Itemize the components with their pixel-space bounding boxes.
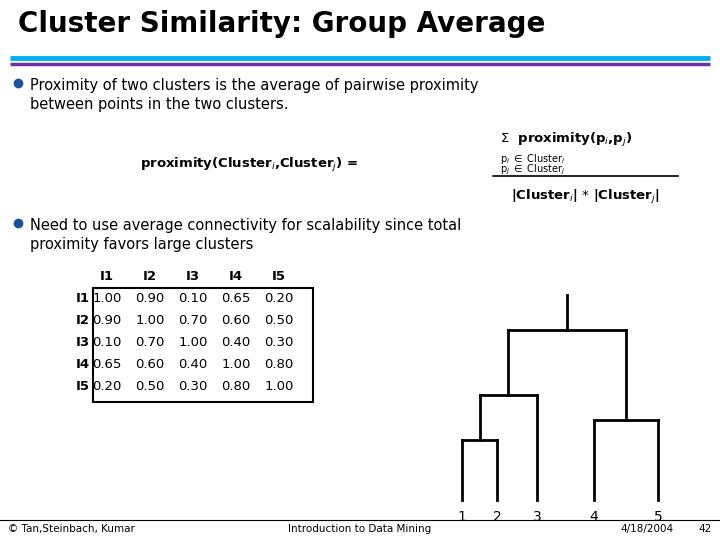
Text: I1: I1 bbox=[100, 270, 114, 283]
Text: 2: 2 bbox=[492, 510, 501, 524]
Text: |Cluster$_i$| $*$ |Cluster$_j$|: |Cluster$_i$| $*$ |Cluster$_j$| bbox=[510, 188, 660, 206]
Text: p$_i$ $\in$ Cluster$_i$: p$_i$ $\in$ Cluster$_i$ bbox=[500, 152, 565, 166]
Text: 0.20: 0.20 bbox=[264, 292, 294, 305]
Text: 0.40: 0.40 bbox=[221, 336, 251, 349]
Text: 0.65: 0.65 bbox=[92, 358, 122, 371]
Text: 1: 1 bbox=[458, 510, 467, 524]
Text: I4: I4 bbox=[76, 358, 90, 371]
Text: Cluster Similarity: Group Average: Cluster Similarity: Group Average bbox=[18, 10, 545, 38]
Text: 0.30: 0.30 bbox=[264, 336, 294, 349]
Text: 5: 5 bbox=[654, 510, 662, 524]
Text: 0.70: 0.70 bbox=[135, 336, 165, 349]
Text: © Tan,Steinbach, Kumar: © Tan,Steinbach, Kumar bbox=[8, 524, 135, 534]
Text: 0.10: 0.10 bbox=[92, 336, 122, 349]
Text: 0.60: 0.60 bbox=[221, 314, 251, 327]
Text: 1.00: 1.00 bbox=[179, 336, 207, 349]
Text: 1.00: 1.00 bbox=[135, 314, 165, 327]
Text: 0.80: 0.80 bbox=[264, 358, 294, 371]
Text: 0.60: 0.60 bbox=[135, 358, 165, 371]
Text: 0.80: 0.80 bbox=[221, 380, 251, 393]
Text: I3: I3 bbox=[76, 336, 90, 349]
Text: 1.00: 1.00 bbox=[221, 358, 251, 371]
Text: between points in the two clusters.: between points in the two clusters. bbox=[30, 97, 289, 112]
Text: 4/18/2004: 4/18/2004 bbox=[620, 524, 673, 534]
Text: 0.90: 0.90 bbox=[135, 292, 165, 305]
Text: 1.00: 1.00 bbox=[264, 380, 294, 393]
Text: I4: I4 bbox=[229, 270, 243, 283]
Text: 0.90: 0.90 bbox=[92, 314, 122, 327]
Text: 4: 4 bbox=[590, 510, 598, 524]
Text: 0.65: 0.65 bbox=[221, 292, 251, 305]
Text: Proximity of two clusters is the average of pairwise proximity: Proximity of two clusters is the average… bbox=[30, 78, 479, 93]
Text: Need to use average connectivity for scalability since total: Need to use average connectivity for sca… bbox=[30, 218, 462, 233]
Text: I5: I5 bbox=[272, 270, 286, 283]
Text: I1: I1 bbox=[76, 292, 90, 305]
Text: I3: I3 bbox=[186, 270, 200, 283]
Text: I5: I5 bbox=[76, 380, 90, 393]
Text: 0.30: 0.30 bbox=[179, 380, 207, 393]
Text: 0.40: 0.40 bbox=[179, 358, 207, 371]
Text: 42: 42 bbox=[698, 524, 712, 534]
Text: 0.50: 0.50 bbox=[135, 380, 165, 393]
Text: I2: I2 bbox=[143, 270, 157, 283]
Text: p$_j$ $\in$ Cluster$_j$: p$_j$ $\in$ Cluster$_j$ bbox=[500, 163, 566, 178]
Text: proximity favors large clusters: proximity favors large clusters bbox=[30, 237, 253, 252]
Text: $\Sigma$  proximity(p$_i$,p$_j$): $\Sigma$ proximity(p$_i$,p$_j$) bbox=[500, 131, 632, 149]
Bar bbox=[93, 288, 313, 402]
Text: I2: I2 bbox=[76, 314, 90, 327]
Text: 1.00: 1.00 bbox=[92, 292, 122, 305]
Text: 0.20: 0.20 bbox=[92, 380, 122, 393]
Text: 0.50: 0.50 bbox=[264, 314, 294, 327]
Text: 0.10: 0.10 bbox=[179, 292, 207, 305]
Text: Introduction to Data Mining: Introduction to Data Mining bbox=[289, 524, 431, 534]
Text: proximity(Cluster$_i$,Cluster$_j$) =: proximity(Cluster$_i$,Cluster$_j$) = bbox=[140, 156, 358, 174]
Text: 3: 3 bbox=[533, 510, 541, 524]
Text: 0.70: 0.70 bbox=[179, 314, 207, 327]
